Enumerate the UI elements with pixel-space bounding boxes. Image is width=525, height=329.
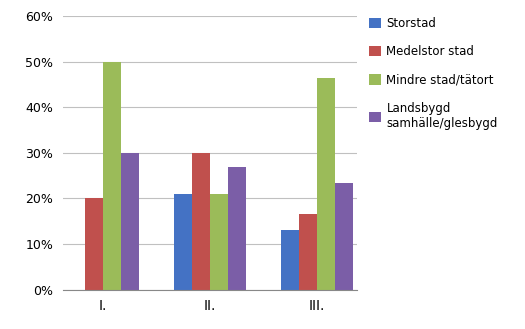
Bar [85,198,103,290]
Legend: Storstad, Medelstor stad, Mindre stad/tätort, Landsbygd
samhälle/glesbygd: Storstad, Medelstor stad, Mindre stad/tä… [369,17,498,130]
Bar [174,194,192,290]
Bar [210,194,228,290]
Bar [335,183,353,290]
Bar [228,166,246,290]
Bar [281,230,299,290]
Bar [103,62,121,290]
Bar [317,78,335,290]
Bar [299,215,317,290]
Bar [121,153,139,290]
Bar [192,153,210,290]
